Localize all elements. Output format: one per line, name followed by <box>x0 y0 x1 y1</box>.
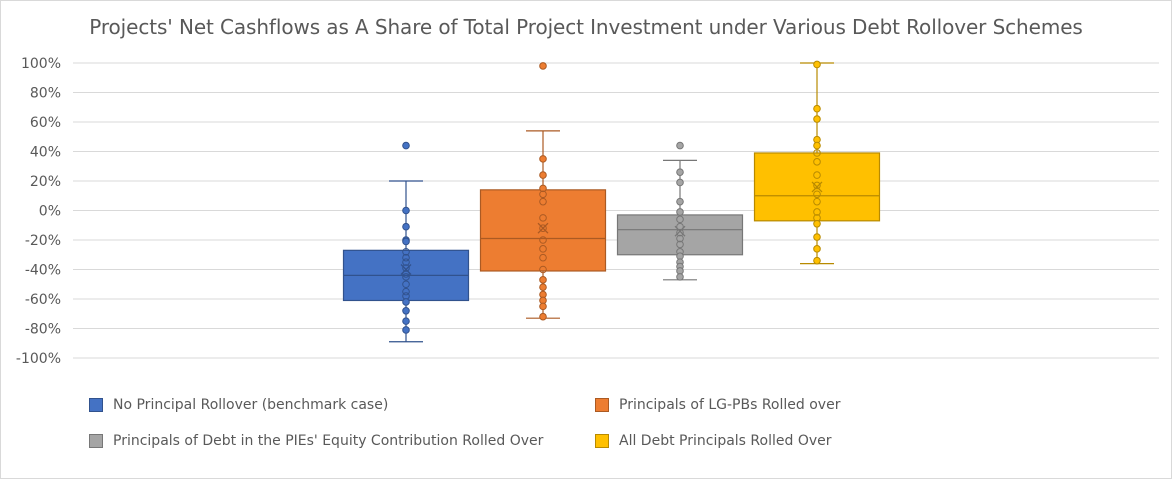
data-point <box>676 222 684 231</box>
data-point <box>813 190 821 199</box>
data-point <box>676 208 684 216</box>
data-point <box>402 253 410 262</box>
data-point <box>813 256 821 265</box>
data-point <box>676 197 684 206</box>
data-point <box>539 214 547 222</box>
y-tick-label: 40% <box>30 145 61 161</box>
data-point <box>539 184 547 193</box>
data-point <box>539 276 547 284</box>
data-point <box>539 312 547 321</box>
data-point <box>402 280 410 289</box>
data-point <box>539 283 547 292</box>
data-point <box>539 245 547 253</box>
data-point <box>402 258 410 266</box>
data-point <box>539 155 547 163</box>
data-point <box>676 215 684 224</box>
chart-title: Projects' Net Cashflows as A Share of To… <box>89 15 1083 39</box>
data-point <box>676 178 684 187</box>
data-point <box>813 115 821 123</box>
data-point <box>813 104 821 113</box>
data-point <box>813 219 821 228</box>
data-point <box>539 190 547 199</box>
data-point <box>539 236 547 244</box>
data-point <box>539 224 547 232</box>
data-point <box>402 298 410 306</box>
data-point <box>813 208 821 216</box>
y-tick-label: 80% <box>30 86 61 102</box>
data-point <box>813 197 821 206</box>
data-point <box>539 253 547 262</box>
data-point <box>813 233 821 241</box>
mean-marker <box>811 181 823 193</box>
box-iqr <box>479 189 607 272</box>
data-point <box>813 171 821 179</box>
y-tick-label: -20% <box>25 233 61 249</box>
data-point <box>813 149 821 157</box>
data-point <box>539 197 547 206</box>
mean-marker <box>674 225 686 237</box>
data-point <box>676 228 684 237</box>
data-point <box>676 168 684 176</box>
data-point <box>813 141 821 150</box>
data-point <box>813 245 821 253</box>
data-point <box>676 240 684 249</box>
y-tick-label: 20% <box>30 174 61 190</box>
data-point <box>402 237 410 246</box>
y-tick-label: 0% <box>39 204 61 220</box>
mean-marker <box>537 222 549 234</box>
data-point <box>676 234 684 243</box>
data-point <box>402 206 410 215</box>
outlier-point <box>676 141 684 150</box>
y-tick-label: -40% <box>25 263 61 279</box>
data-point <box>402 317 410 325</box>
y-tick-label: 60% <box>30 115 61 131</box>
data-point <box>539 302 547 311</box>
data-point <box>402 307 410 315</box>
mean-marker <box>400 264 412 275</box>
data-point <box>402 273 410 281</box>
data-point <box>813 158 821 166</box>
data-point <box>402 270 410 278</box>
data-point <box>402 222 410 231</box>
data-point <box>539 171 547 179</box>
y-tick-label: -80% <box>25 322 61 338</box>
data-point <box>813 60 821 69</box>
outlier-point <box>402 141 410 150</box>
y-tick-label: 100% <box>21 56 61 72</box>
data-point <box>813 181 821 190</box>
data-point <box>402 248 410 256</box>
y-tick-label: -100% <box>16 351 61 367</box>
data-point <box>402 264 410 272</box>
data-point <box>402 326 410 334</box>
data-point <box>539 265 547 274</box>
data-point <box>402 287 410 296</box>
y-tick-label: -60% <box>25 292 61 308</box>
outlier-point <box>539 62 547 70</box>
data-point <box>676 273 684 281</box>
